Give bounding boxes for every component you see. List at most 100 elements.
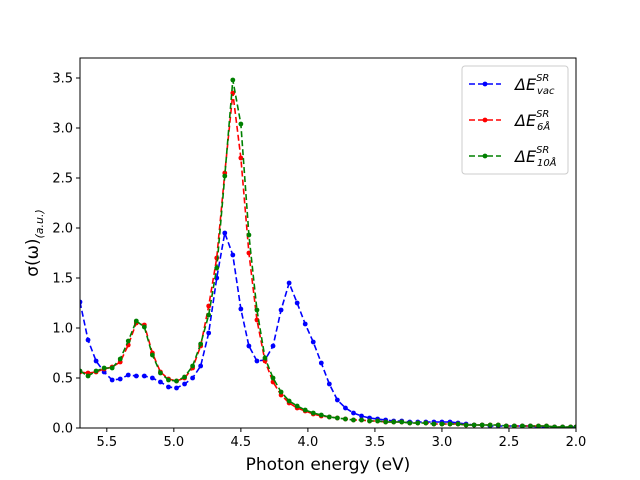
data-point <box>133 373 139 379</box>
legend-entry: ΔESR vac <box>469 73 555 97</box>
data-point <box>190 363 196 369</box>
series-line <box>80 229 576 428</box>
data-point <box>117 356 123 362</box>
data-point <box>351 410 356 416</box>
data-point <box>447 421 453 427</box>
data-point <box>149 352 155 358</box>
x-tick-label: 2.5 <box>499 435 520 450</box>
legend-label: ΔESR vac <box>513 73 555 97</box>
data-point <box>262 355 268 361</box>
data-point <box>254 307 260 313</box>
data-point <box>238 306 244 312</box>
data-point <box>310 410 316 416</box>
y-tick-label: 2.5 <box>52 172 73 187</box>
data-point <box>423 420 429 426</box>
data-point <box>270 375 276 381</box>
x-tick-label: 3.5 <box>365 435 386 450</box>
y-tick-label: 0.5 <box>52 372 73 387</box>
legend-label-sup: SR <box>536 145 549 156</box>
y-tick-label: 1.5 <box>52 272 73 287</box>
x-tick-label: 2.0 <box>566 435 587 450</box>
legend-label-sub: 6Å <box>537 120 550 133</box>
data-point <box>503 423 509 428</box>
data-point <box>573 424 576 428</box>
x-tick-label: 4.5 <box>231 435 252 450</box>
data-point <box>431 421 437 427</box>
data-point <box>182 374 187 380</box>
data-point <box>198 341 204 347</box>
data-point <box>528 423 533 428</box>
data-point <box>206 312 212 318</box>
data-point <box>125 372 131 378</box>
data-point <box>214 265 220 271</box>
data-point <box>80 299 83 305</box>
y-tick-label: 2.0 <box>52 222 73 237</box>
y-axis-label-subscript: (a.u.) <box>33 209 46 238</box>
data-point <box>479 422 485 428</box>
data-point <box>326 414 332 420</box>
y-tick-label: 0.0 <box>52 422 73 437</box>
data-point <box>334 415 340 421</box>
legend-label-sup: SR <box>536 109 549 120</box>
data-point <box>415 420 421 426</box>
data-point <box>182 381 187 387</box>
data-point <box>141 373 147 379</box>
data-point <box>351 417 356 423</box>
data-point <box>407 420 413 426</box>
data-point <box>511 423 517 428</box>
data-point <box>109 365 115 371</box>
y-tick-label: 1.0 <box>52 322 73 337</box>
legend-label-base: ΔE <box>513 147 537 166</box>
data-point <box>536 423 541 428</box>
legend-label: ΔESR 10Å <box>513 145 557 169</box>
legend-entry: ΔESR 6Å <box>469 109 550 133</box>
data-point <box>93 368 99 374</box>
data-point <box>238 155 244 161</box>
data-point <box>519 423 525 428</box>
data-point <box>326 381 332 387</box>
data-point <box>133 318 139 324</box>
data-point <box>383 419 389 425</box>
data-point <box>230 77 236 83</box>
legend-entry: ΔESR 10Å <box>469 145 557 169</box>
y-axis-label-main: σ(ω) <box>23 239 43 277</box>
y-tick-label: 3.5 <box>52 72 73 87</box>
data-point <box>359 417 364 423</box>
y-axis: 0.0 0.5 1.0 1.5 2.0 2.5 3.0 3.5 <box>52 72 80 437</box>
data-point <box>141 324 147 330</box>
data-point <box>318 412 324 418</box>
data-point <box>294 300 300 306</box>
legend-marker <box>482 153 488 159</box>
data-point <box>375 418 380 424</box>
data-point <box>230 252 236 258</box>
data-point <box>471 422 477 428</box>
data-point <box>278 389 284 395</box>
data-point <box>278 307 284 313</box>
data-point <box>455 421 461 427</box>
data-point <box>343 416 348 422</box>
legend-marker <box>482 117 488 123</box>
legend-label-base: ΔE <box>513 75 537 94</box>
data-point <box>85 337 91 343</box>
x-tick-label: 5.0 <box>163 435 184 450</box>
data-point <box>439 421 445 427</box>
data-point <box>158 370 163 376</box>
data-point <box>294 403 300 409</box>
data-point <box>174 378 179 384</box>
data-point <box>318 360 324 366</box>
legend-label-base: ΔE <box>513 111 537 130</box>
data-point <box>190 375 196 381</box>
data-point <box>560 424 565 428</box>
data-point <box>85 373 91 379</box>
data-point <box>206 330 212 336</box>
series-layer <box>80 77 576 428</box>
data-point <box>222 230 228 236</box>
data-point <box>158 379 163 385</box>
data-point <box>487 422 493 428</box>
legend-label-sup: SR <box>536 73 549 84</box>
data-point <box>149 375 155 381</box>
data-point <box>310 339 316 345</box>
data-point <box>391 419 397 425</box>
